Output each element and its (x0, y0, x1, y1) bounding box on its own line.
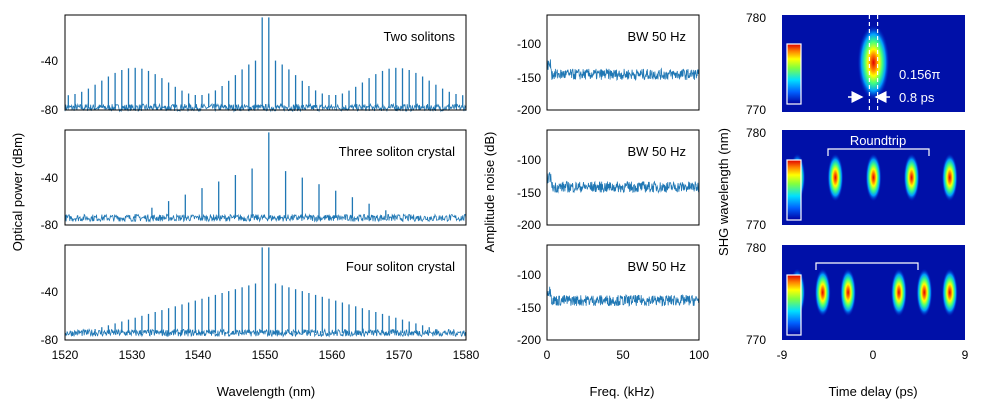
xtick-1560: 1560 (319, 348, 346, 362)
roundtrip-bracket (827, 148, 930, 156)
xtick-1570: 1570 (386, 348, 413, 362)
noise-panel-3: BW 50 Hz -100 -150 -200 (517, 244, 700, 347)
noise-floor-trace (64, 212, 467, 223)
xtick-1580: 1580 (453, 348, 480, 362)
frog-pulse (857, 24, 890, 101)
noise-frame-2 (546, 129, 700, 226)
frog-pulse (865, 153, 882, 202)
noise-xtick-100: 100 (689, 348, 709, 362)
frog-xtick-9: 9 (962, 348, 969, 362)
noise-frame-3 (546, 244, 700, 341)
noise-ytick-m100-1: -100 (517, 37, 541, 51)
ytick-m80-3: -80 (41, 333, 59, 347)
spectrum-frame-3 (64, 244, 467, 341)
spectra-ylabel: Optical power (dBm) (10, 133, 25, 251)
phase-label: 0.156π (899, 67, 941, 82)
colorbar-2 (786, 159, 802, 221)
noise-xlabel: Freq. (kHz) (590, 384, 655, 399)
noise-ytick-m150-3: -150 (517, 301, 541, 315)
noise-trace (546, 172, 700, 194)
frog-pulse (890, 268, 907, 317)
frog-pulse (814, 268, 831, 317)
spectrum-panel-2: Three soliton crystal -40 -80 (41, 129, 467, 232)
xtick-1520: 1520 (52, 348, 79, 362)
spectrum-plot-3 (64, 247, 467, 338)
noise-trace (546, 286, 700, 307)
noise-panel-1: BW 50 Hz -100 -150 -200 (517, 14, 700, 117)
spectrum-label-2: Three soliton crystal (339, 144, 455, 159)
ytick-m40-1: -40 (41, 54, 59, 68)
spectra-xlabel: Wavelength (nm) (217, 384, 316, 399)
xtick-1530: 1530 (119, 348, 146, 362)
colorbar-3 (786, 274, 802, 336)
frog-pulse (941, 268, 958, 317)
spectrum-frame-1 (64, 14, 467, 111)
noise-ylabel: Amplitude noise (dB) (482, 132, 497, 253)
frog-xlabel: Time delay (ps) (828, 384, 917, 399)
colorbar-1 (786, 43, 802, 105)
noise-xtick-0: 0 (544, 348, 551, 362)
frog-pulse (916, 268, 933, 317)
noise-panel-2: BW 50 Hz -100 -150 -200 (517, 129, 700, 232)
noise-ytick-m200-3: -200 (517, 333, 541, 347)
noise-ytick-m200-2: -200 (517, 218, 541, 232)
frog-column: SHG wavelength (nm) Time delay (ps) 0.15… (716, 11, 969, 399)
noise-plot-3 (546, 286, 700, 307)
spectrum-plot-1 (64, 17, 467, 113)
spectra-column: Optical power (dBm) Wavelength (nm) Two … (10, 14, 480, 399)
frog-panel-1: 0.156π 0.8 ps 780 770 (746, 11, 965, 117)
noise-floor-trace (64, 328, 467, 338)
frog-panel-3: 780 770 (746, 241, 965, 347)
spectrum-plot-2 (64, 132, 467, 223)
frog-pulse (840, 268, 857, 317)
frog-ytick-780-3: 780 (746, 241, 766, 255)
noise-label-1: BW 50 Hz (627, 29, 686, 44)
frog-ytick-770-2: 770 (746, 218, 766, 232)
roundtrip-bracket-3 (815, 262, 919, 270)
spectrum-panel-1: Two solitons -40 -80 (41, 14, 467, 117)
noise-ytick-m100-2: -100 (517, 153, 541, 167)
noise-ytick-m200-1: -200 (517, 103, 541, 117)
frog-ytick-770-3: 770 (746, 333, 766, 347)
noise-label-2: BW 50 Hz (627, 144, 686, 159)
xtick-1540: 1540 (185, 348, 212, 362)
spectrum-label-3: Four soliton crystal (346, 259, 455, 274)
noise-ytick-m100-3: -100 (517, 268, 541, 282)
noise-ytick-m150-1: -150 (517, 71, 541, 85)
ytick-m40-2: -40 (41, 171, 59, 185)
frog-ytick-780-1: 780 (746, 11, 766, 25)
frog-xtick-m9: -9 (777, 348, 788, 362)
ytick-m80-1: -80 (41, 103, 59, 117)
frog-ylabel: SHG wavelength (nm) (716, 128, 731, 256)
frog-bg-3 (782, 245, 965, 340)
pulse-width-label: 0.8 ps (899, 90, 935, 105)
spectra-xticks: 1520 1530 1540 1550 1560 1570 1580 (52, 348, 480, 362)
frog-pulse (827, 153, 844, 202)
noise-plot-1 (546, 59, 700, 82)
xtick-1550: 1550 (252, 348, 279, 362)
frog-panel-2: Roundtrip 780 770 (746, 126, 965, 232)
frog-ytick-770-1: 770 (746, 103, 766, 117)
ytick-m80-2: -80 (41, 218, 59, 232)
roundtrip-label: Roundtrip (850, 133, 906, 148)
spectrum-panel-3: Four soliton crystal -40 -80 (41, 244, 467, 347)
noise-ytick-m150-2: -150 (517, 186, 541, 200)
spectrum-label-1: Two solitons (383, 29, 455, 44)
noise-label-3: BW 50 Hz (627, 259, 686, 274)
noise-trace (546, 59, 700, 82)
frog-pulse (903, 153, 920, 202)
noise-frame-1 (546, 14, 700, 111)
spectrum-frame-2 (64, 129, 467, 226)
frog-xtick-0: 0 (870, 348, 877, 362)
frog-ytick-780-2: 780 (746, 126, 766, 140)
noise-xtick-50: 50 (616, 348, 630, 362)
frog-pulse (941, 153, 958, 202)
noise-plot-2 (546, 172, 700, 194)
ytick-m40-3: -40 (41, 285, 59, 299)
noise-column: Amplitude noise (dB) Freq. (kHz) BW 50 H… (482, 14, 709, 399)
